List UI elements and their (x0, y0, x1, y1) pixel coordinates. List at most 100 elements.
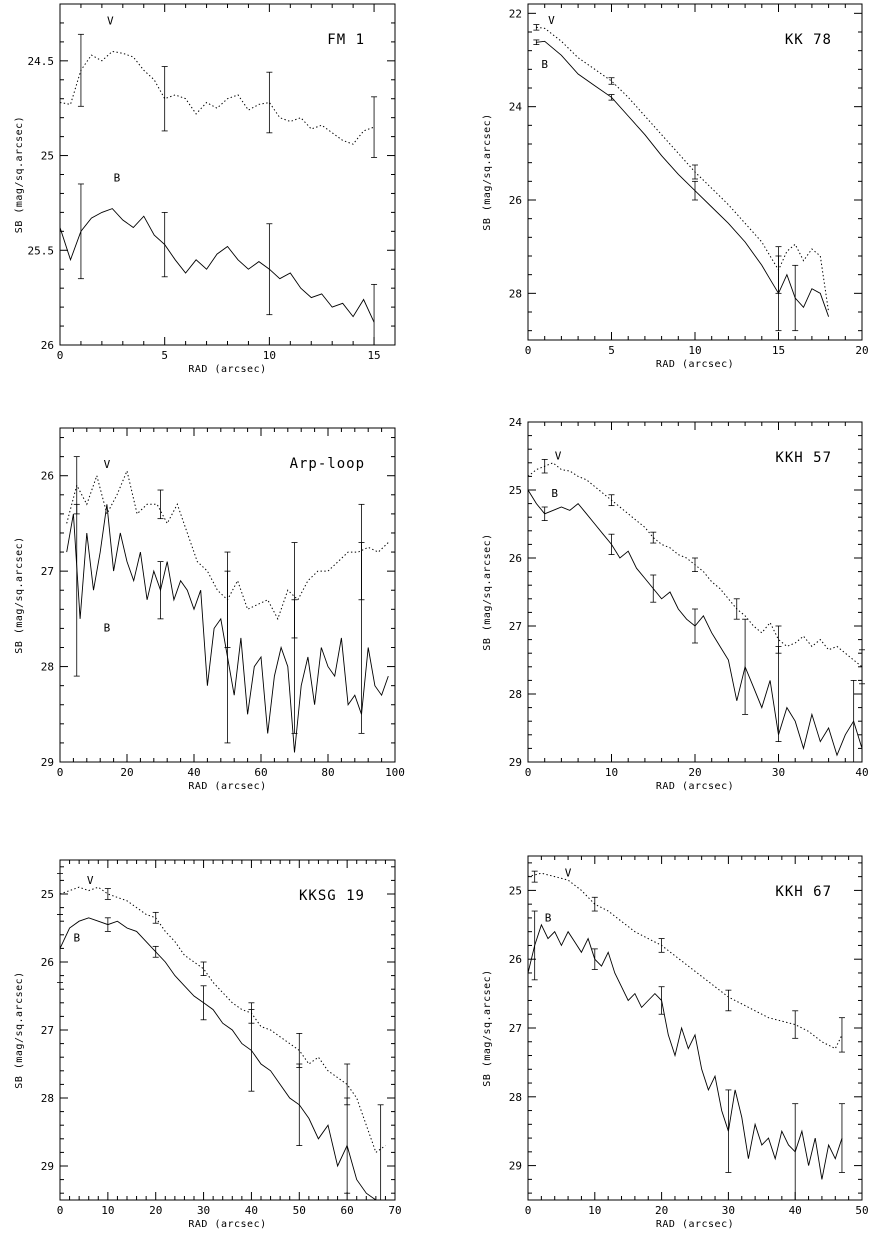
x-tick-label: 10 (101, 1204, 114, 1217)
x-tick-label: 30 (772, 766, 785, 779)
y-tick-label: 29 (509, 756, 522, 769)
x-tick-label: 20 (688, 766, 701, 779)
x-tick-label: 100 (385, 766, 405, 779)
y-axis-title: SB (mag/sq.arcsec) (14, 536, 25, 653)
x-tick-label: 40 (187, 766, 200, 779)
y-tick-label: 25.5 (28, 244, 55, 257)
chart-panel-3: 0 20 40 60 80 100 26 27 28 29 RAD (arcsec) SB (mag/… (14, 427, 405, 792)
x-tick-label: 40 (789, 1204, 802, 1217)
x-tick-label: 0 (57, 1204, 64, 1217)
band-label-b: B (541, 58, 548, 71)
x-tick-label: 30 (197, 1204, 210, 1217)
plot-frame (59, 427, 396, 763)
x-axis-title: RAD (arcsec) (188, 364, 266, 375)
y-tick-label: 26 (509, 194, 522, 207)
x-tick-label: 40 (855, 766, 868, 779)
y-tick-label: 24.5 (28, 55, 55, 68)
x-tick-label: 30 (722, 1204, 735, 1217)
y-tick-label: 27 (509, 620, 522, 633)
y-tick-label: 28 (41, 661, 54, 674)
band-label-v: V (107, 14, 114, 27)
series-v-line (60, 886, 386, 1154)
x-tick-label: 0 (525, 1204, 532, 1217)
x-tick-label: 15 (772, 344, 785, 357)
x-tick-label: 0 (525, 766, 532, 779)
x-tick-label: 15 (367, 349, 380, 362)
x-tick-label: 80 (321, 766, 334, 779)
band-label-v: V (87, 874, 94, 887)
panel-title: Arp-loop (290, 456, 365, 472)
series-v-line (528, 872, 843, 1050)
band-label-b: B (114, 171, 121, 184)
x-axis-title: RAD (arcsec) (188, 781, 266, 792)
y-axis-title: SB (mag/sq.arcsec) (482, 533, 493, 650)
y-tick-label: 28 (509, 1091, 522, 1104)
chart-panel-5: 0 10 20 30 40 50 60 70 25 26 27 28 29 RAD (arcsec) SB … (14, 859, 402, 1230)
y-tick-label: 28 (41, 1092, 54, 1105)
x-tick-label: 20 (855, 344, 868, 357)
series-v-line (536, 26, 830, 313)
plot-frame (59, 3, 396, 346)
band-label-v: V (555, 449, 562, 462)
y-tick-label: 29 (509, 1160, 522, 1173)
y-tick-label: 29 (41, 756, 54, 769)
x-tick-label: 10 (588, 1204, 601, 1217)
y-tick-label: 28 (509, 287, 522, 300)
y-tick-label: 22 (509, 7, 522, 20)
plot-frame (527, 421, 863, 763)
x-tick-label: 10 (263, 349, 276, 362)
y-tick-label: 26 (509, 953, 522, 966)
x-tick-label: 10 (605, 766, 618, 779)
x-tick-label: 70 (388, 1204, 401, 1217)
y-tick-label: 26 (41, 470, 54, 483)
x-tick-label: 5 (161, 349, 168, 362)
y-tick-label: 26 (41, 339, 54, 352)
panel-title: KKH 67 (775, 884, 832, 900)
y-axis-title: SB (mag/sq.arcsec) (482, 969, 493, 1086)
x-tick-label: 10 (688, 344, 701, 357)
band-label-b: B (73, 932, 80, 945)
series-b-line (528, 923, 843, 1180)
series-b-line (536, 40, 830, 317)
panel-title: FM 1 (327, 32, 365, 48)
y-tick-label: 27 (509, 1022, 522, 1035)
x-tick-label: 20 (149, 1204, 162, 1217)
x-axis-title: RAD (arcsec) (656, 781, 734, 792)
x-tick-label: 5 (608, 344, 615, 357)
x-tick-label: 20 (655, 1204, 668, 1217)
y-tick-label: 25 (509, 884, 522, 897)
y-tick-label: 25 (509, 484, 522, 497)
y-tick-label: 24 (509, 101, 523, 114)
x-tick-label: 50 (293, 1204, 306, 1217)
y-tick-label: 26 (509, 552, 522, 565)
plot-frame (527, 855, 863, 1201)
y-tick-label: 27 (41, 565, 54, 578)
y-tick-label: 25 (41, 150, 54, 163)
x-axis-title: RAD (arcsec) (188, 1219, 266, 1230)
panel-title: KK 78 (785, 32, 832, 48)
y-tick-label: 29 (41, 1160, 54, 1173)
x-tick-label: 60 (341, 1204, 354, 1217)
chart-panel-2: 0 5 10 15 20 22 24 26 28 RAD (arcsec) SB (mag/sq.a… (482, 3, 869, 370)
x-tick-label: 60 (254, 766, 267, 779)
panel-title: KKSG 19 (299, 888, 365, 904)
plot-frame (59, 859, 396, 1201)
x-tick-label: 0 (57, 766, 64, 779)
series-b-line (60, 208, 375, 323)
band-label-v: V (565, 867, 572, 880)
y-tick-label: 24 (509, 416, 523, 429)
y-tick-label: 28 (509, 688, 522, 701)
chart-panel-4: 0 10 20 30 40 24 25 26 27 28 29 RAD (arcsec) SB (mag… (482, 416, 869, 792)
y-axis-title: SB (mag/sq.arcsec) (14, 971, 25, 1088)
band-label-b: B (104, 622, 111, 635)
x-axis-title: RAD (arcsec) (656, 1219, 734, 1230)
band-label-b: B (545, 911, 552, 924)
band-label-v: V (104, 458, 111, 471)
x-axis-title: RAD (arcsec) (656, 359, 734, 370)
x-tick-label: 0 (57, 349, 64, 362)
y-axis-title: SB (mag/sq.arcsec) (482, 113, 493, 230)
x-tick-label: 40 (245, 1204, 258, 1217)
band-label-v: V (548, 14, 555, 27)
x-tick-label: 0 (525, 344, 532, 357)
